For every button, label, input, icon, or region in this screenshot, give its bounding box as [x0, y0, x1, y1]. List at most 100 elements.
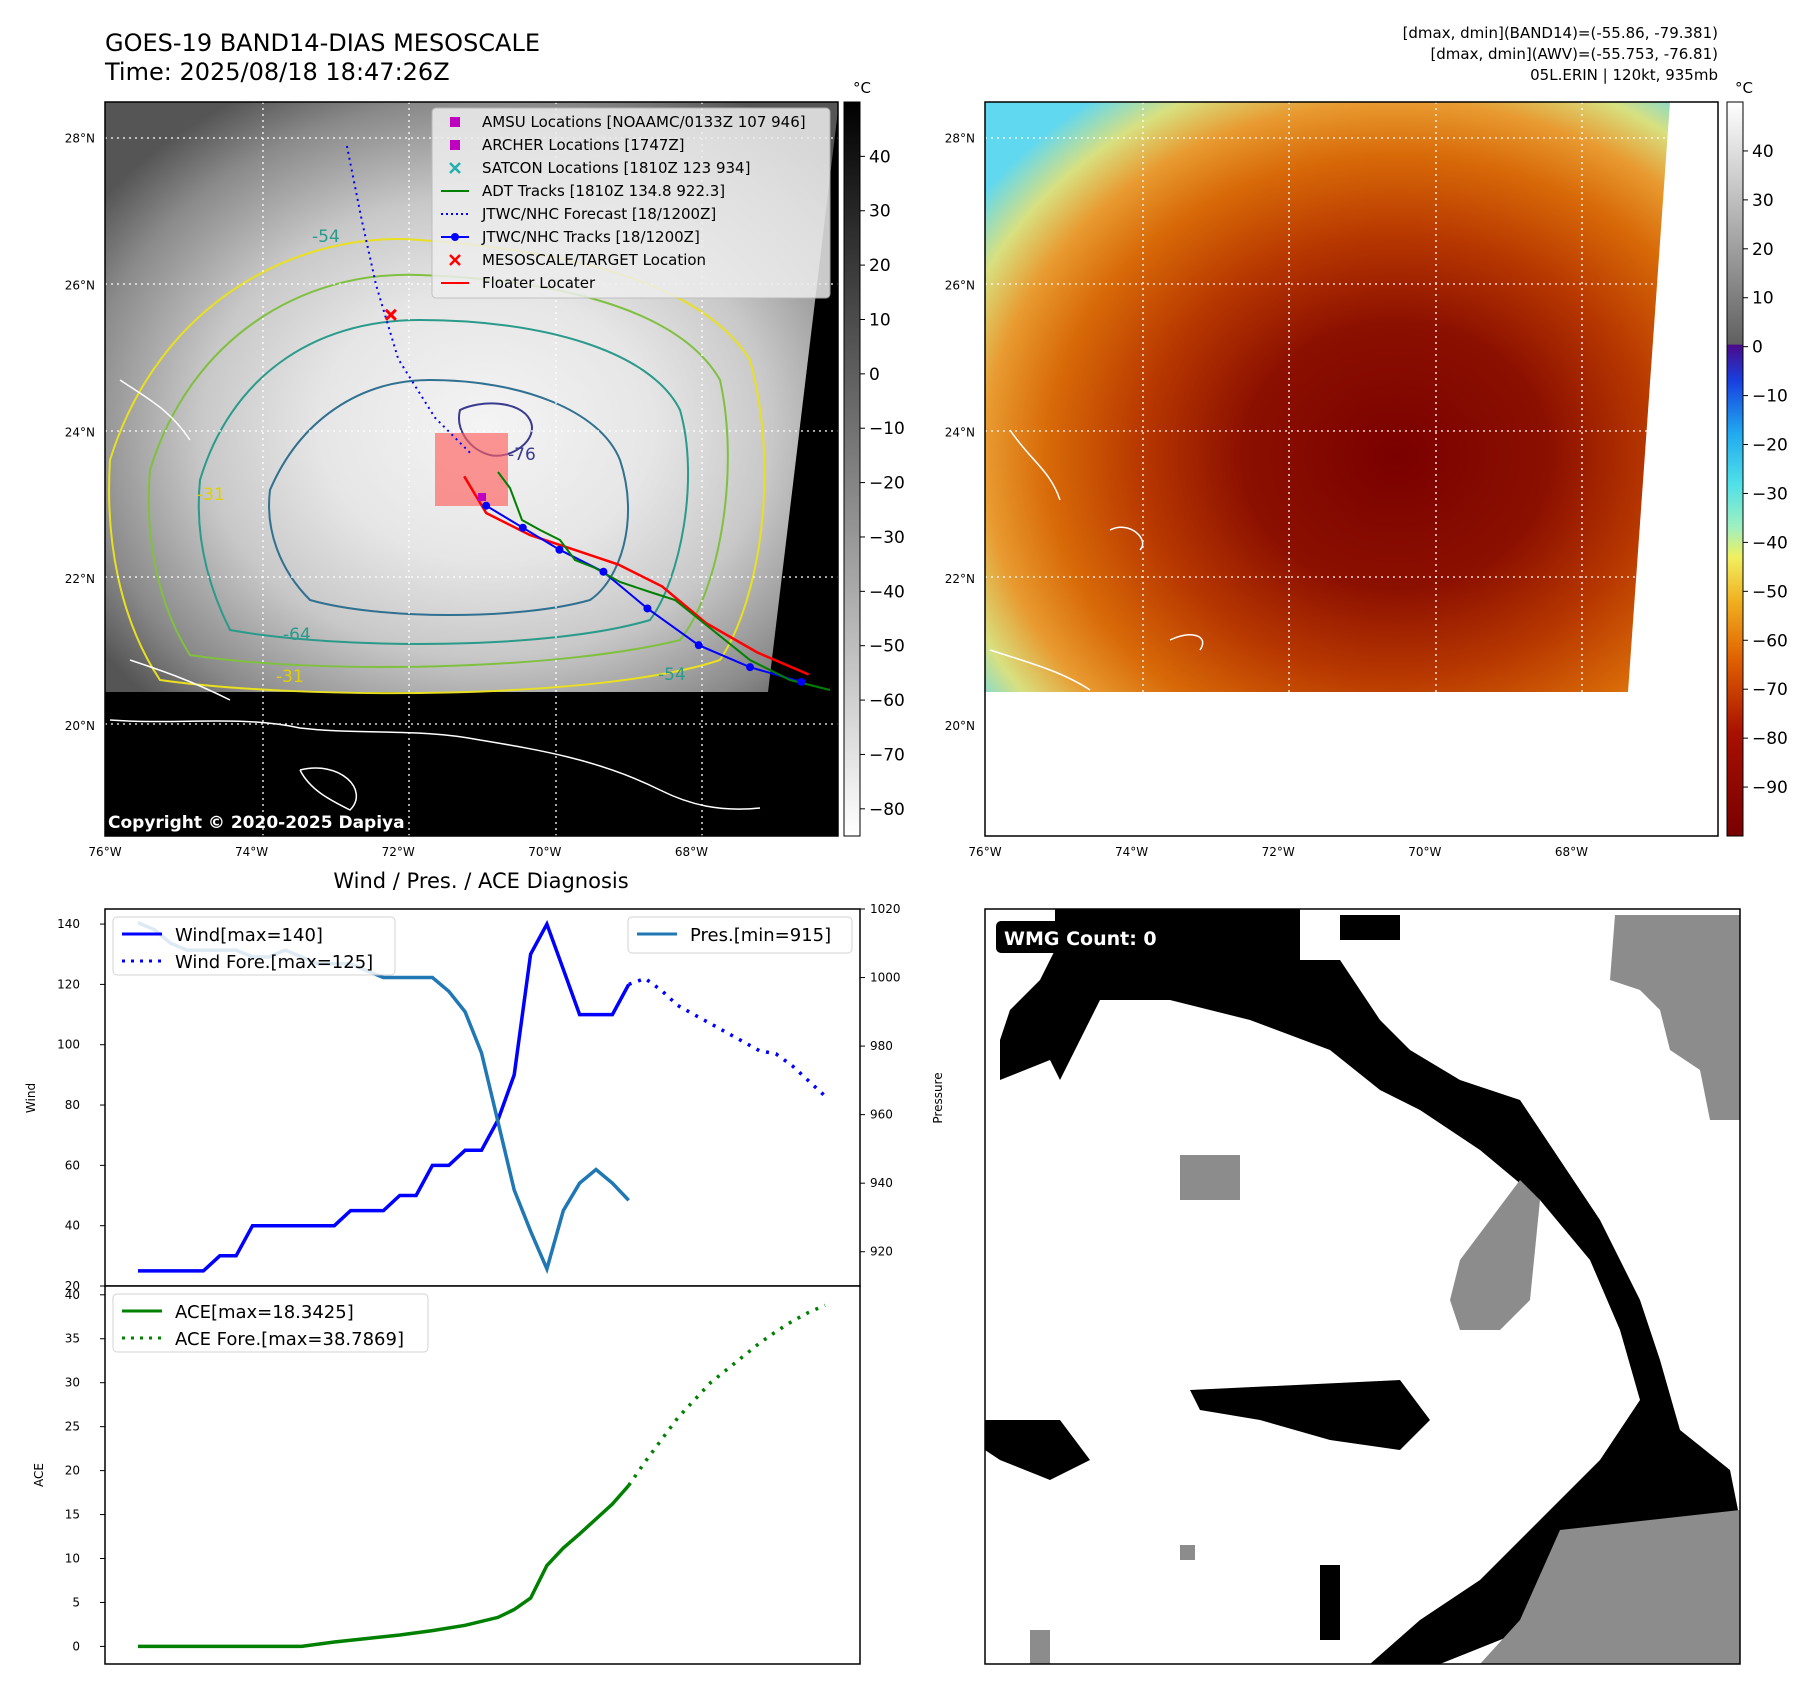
wmg-label-box — [996, 921, 1178, 953]
nhc-track-point — [797, 677, 806, 686]
y-tick-label: 25 — [65, 1420, 80, 1434]
y-tick-label: 920 — [870, 1245, 893, 1259]
stats-band14: [dmax, dmin](BAND14)=(-55.86, -79.381) — [1403, 24, 1718, 42]
wind-legend-box — [112, 916, 396, 976]
colorbar-tick-label: −10 — [1752, 387, 1788, 407]
contour-label: -54 — [312, 227, 340, 247]
colorbar-tick-label: −60 — [1752, 631, 1788, 651]
nhc-track — [485, 504, 802, 683]
enhanced-map-panel — [984, 101, 1719, 837]
lon-tick-label: 68°W — [1555, 845, 1588, 859]
ir-colorbar-unit: °C — [853, 79, 871, 97]
legend-marker-square — [450, 117, 460, 127]
wind-legend-label: Wind[max=140] — [175, 925, 323, 946]
y-tick-label: 0 — [72, 1639, 80, 1653]
y-tick-label: 30 — [65, 1376, 80, 1390]
colorbar-tick-label: 20 — [869, 256, 891, 276]
colorbar-tick-label: −10 — [869, 419, 905, 439]
enhanced-map-axes: 28°N 26°N 24°N 22°N 20°N 76°W 74°W 72°W 70°W 68°W — [945, 132, 1588, 859]
ace-forecast-legend-label: ACE Fore.[max=38.7869] — [175, 1329, 404, 1350]
ir-map-panel: -54 -31 -64 -31 -54 -76 Copyright © 2020… — [104, 101, 839, 837]
wind-chart: 140 120 100 80 60 40 20 — [57, 917, 827, 1293]
legend-entry-label: SATCON Locations [1810Z 123 934] — [482, 159, 750, 177]
target-x-mark — [384, 308, 397, 321]
nhc-track-points — [482, 501, 806, 686]
colorbar-tick-label: 40 — [1752, 142, 1774, 162]
colorbar-tick-label: 10 — [1752, 289, 1774, 309]
nhc-track-point — [694, 641, 703, 650]
y-tick-label: 5 — [72, 1595, 80, 1609]
contour-label: -64 — [283, 625, 311, 645]
legend-marker-dot — [451, 233, 459, 241]
pressure-legend-box — [627, 916, 853, 954]
legend-box — [431, 107, 831, 299]
pressure-axis-label: Pressure — [931, 1072, 945, 1123]
lat-tick-label: 24°N — [945, 425, 975, 439]
ir-colorbar: °C 40 30 20 10 0 −10 −20 −30 −40 −50 −60 −70 −80 — [843, 79, 905, 837]
enhanced-map-frame — [984, 101, 1719, 837]
y-tick-label: 20 — [65, 1464, 80, 1478]
y-tick-label: 140 — [57, 917, 80, 931]
copyright-text: Copyright © 2020-2025 Dapiya — [108, 813, 405, 833]
contour-labels: -54 -31 -64 -31 -54 -76 — [197, 227, 686, 687]
ir-map-axes: 28°N 26°N 24°N 22°N 20°N 76°W 74°W 72°W 70°W 68°W — [65, 132, 708, 859]
map-legend: AMSU Locations [NOAAMC/0133Z 107 946] ARC… — [431, 107, 831, 299]
y-tick-label: 15 — [65, 1508, 80, 1522]
series-line — [138, 1484, 631, 1649]
nhc-track-point — [555, 545, 564, 554]
diagnosis-title: Wind / Pres. / ACE Diagnosis — [333, 869, 628, 893]
ace-legend: ACE[max=18.3425] ACE Fore.[max=38.7869] — [112, 1293, 429, 1353]
colorbar-tick-label: 20 — [1752, 240, 1774, 260]
nhc-track-point — [518, 523, 527, 532]
colorbar-tick-label: 40 — [869, 147, 891, 167]
enhanced-colorbar: °C 40 30 20 10 0 −10 −20 −30 −40 −50 −60 −70 −80 −90 — [1726, 79, 1788, 837]
colorbar-tick-label: 10 — [869, 310, 891, 330]
pressure-legend: Pres.[min=915] — [627, 916, 853, 954]
colorbar-tick-label: −90 — [1752, 778, 1788, 798]
lat-tick-label: 20°N — [65, 719, 95, 733]
ace-chart: 40 35 30 25 20 15 10 5 0 — [65, 1288, 826, 1653]
lon-tick-label: 70°W — [528, 845, 561, 859]
wmg-mask — [985, 909, 1740, 1664]
enhanced-coastlines — [989, 429, 1204, 691]
legend-entry-label: MESOSCALE/TARGET Location — [482, 251, 706, 269]
y-tick-label: 120 — [57, 977, 80, 991]
lat-tick-label: 20°N — [945, 719, 975, 733]
wmg-frame — [984, 908, 1741, 1665]
lat-tick-label: 22°N — [65, 572, 95, 586]
y-tick-label: 1020 — [870, 902, 901, 916]
y-tick-label: 980 — [870, 1039, 893, 1053]
series-line — [627, 1303, 826, 1487]
stats-storm: 05L.ERIN | 120kt, 935mb — [1530, 66, 1718, 84]
lon-tick-label: 68°W — [675, 845, 708, 859]
lat-tick-label: 26°N — [945, 279, 975, 293]
floater-track — [463, 475, 810, 676]
colorbar-tick-label: 30 — [869, 202, 891, 222]
legend-entry-label: Floater Locater — [482, 274, 596, 292]
enhanced-satellite-image — [985, 102, 1670, 692]
colorbar-tick-label: −40 — [1752, 533, 1788, 553]
pressure-legend-label: Pres.[min=915] — [690, 925, 831, 946]
colorbar-tick-label: −70 — [869, 745, 905, 765]
y-tick-label: 940 — [870, 1176, 893, 1190]
lat-tick-label: 28°N — [945, 132, 975, 146]
lon-tick-label: 72°W — [1262, 845, 1295, 859]
lon-tick-label: 74°W — [1115, 845, 1148, 859]
nhc-track-point — [599, 567, 608, 576]
stats-awv: [dmax, dmin](AWV)=(-55.753, -76.81) — [1430, 45, 1718, 63]
legend-marker-x — [449, 254, 461, 266]
wmg-panel: WMG Count: 0 — [984, 908, 1741, 1665]
legend-marker-square — [450, 140, 460, 150]
colorbar-tick-label: −80 — [869, 800, 905, 820]
lon-tick-label: 72°W — [382, 845, 415, 859]
y-tick-label: 35 — [65, 1332, 80, 1346]
wmg-gray — [1030, 915, 1740, 1664]
enhanced-colorbar-unit: °C — [1735, 79, 1753, 97]
lon-tick-label: 76°W — [968, 845, 1001, 859]
contour-label: -31 — [276, 667, 304, 687]
lat-tick-label: 22°N — [945, 572, 975, 586]
target-location-marker — [384, 308, 397, 321]
ace-axis-label: ACE — [32, 1463, 46, 1487]
nhc-track-point — [482, 501, 491, 510]
